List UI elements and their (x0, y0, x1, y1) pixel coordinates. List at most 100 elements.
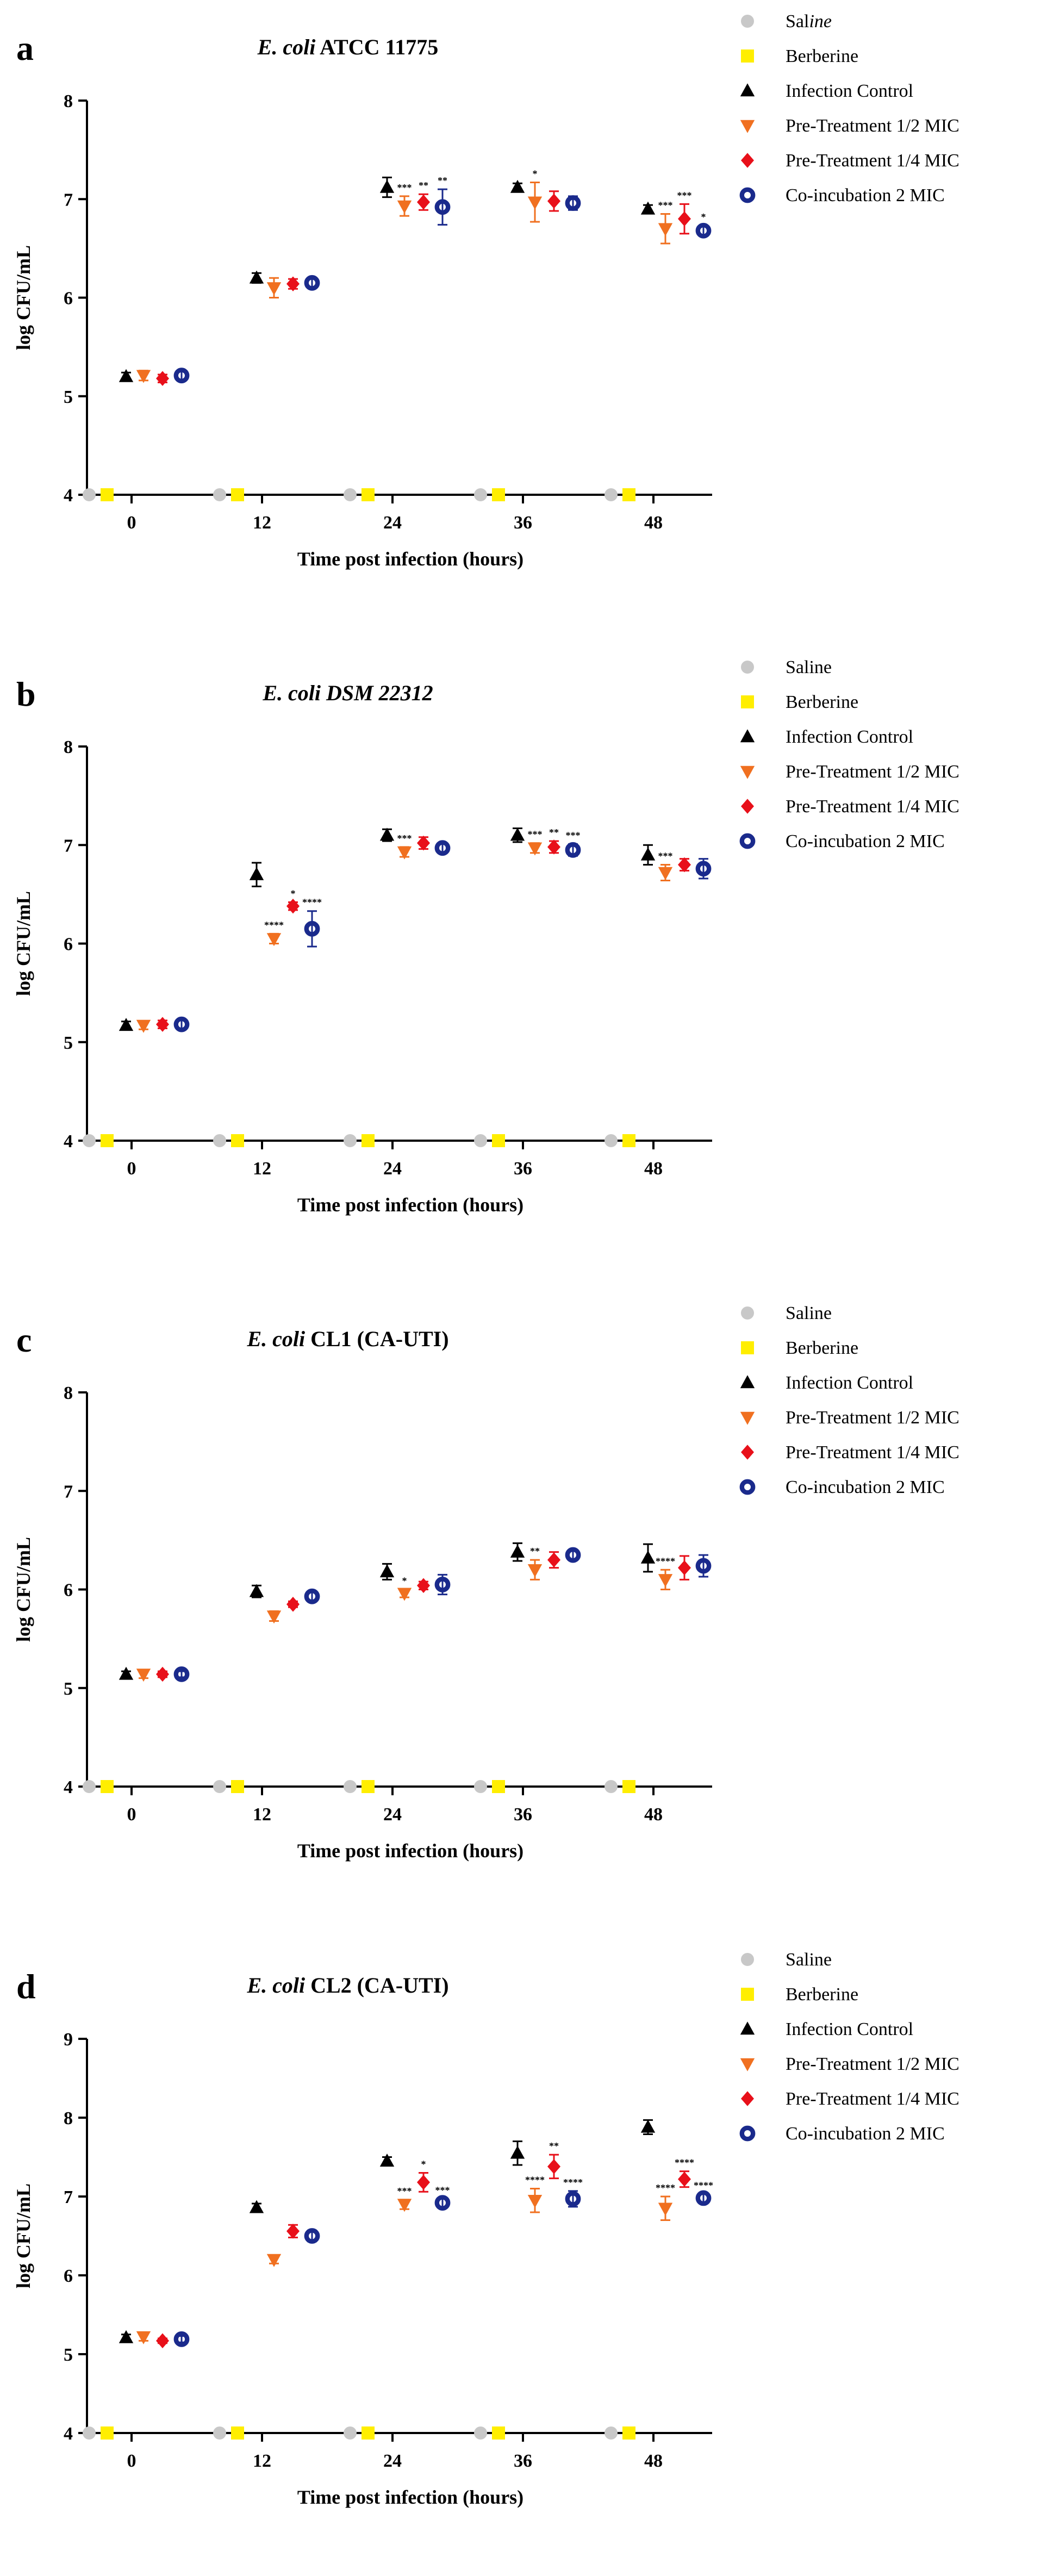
y-tick-label: 6 (64, 935, 73, 955)
x-tick-label: 36 (514, 1159, 532, 1179)
series-1 (101, 488, 635, 501)
data-point (658, 2202, 673, 2216)
data-point (397, 2199, 412, 2212)
legend-marker (739, 1479, 756, 1495)
data-point (527, 1564, 543, 1578)
data-point (547, 839, 560, 855)
significance-label: **** (302, 897, 322, 908)
series-2 (119, 827, 656, 1031)
data-point (136, 2331, 151, 2344)
data-point (658, 1574, 673, 1588)
data-point (136, 1019, 151, 1033)
data-point (173, 2331, 190, 2347)
data-point (695, 861, 712, 877)
data-point (492, 2426, 505, 2440)
data-point (136, 1669, 151, 1682)
legend-item: Pre-Treatment 1/2 MIC (740, 762, 959, 782)
series-0 (83, 1780, 618, 1793)
data-point (678, 857, 691, 873)
x-tick-label: 12 (253, 2451, 271, 2471)
significance-label: **** (264, 919, 284, 930)
significance-label: *** (397, 2186, 412, 2197)
legend-marker (741, 799, 754, 814)
data-point (622, 1134, 635, 1147)
data-point (101, 1780, 114, 1793)
significance-label: ** (549, 2141, 559, 2151)
data-point (417, 2175, 430, 2190)
legend-item: Infection Control (740, 81, 913, 101)
legend-label: Berberine (786, 1338, 858, 1358)
data-point (362, 488, 375, 501)
data-point (101, 2426, 114, 2440)
legend-label: Saline (786, 657, 832, 677)
data-point (492, 1780, 505, 1793)
data-point (266, 2254, 282, 2267)
x-tick-label: 24 (383, 2451, 402, 2471)
x-tick-label: 0 (127, 2451, 136, 2471)
legend-item: Co-incubation 2 MIC (739, 1477, 945, 1497)
legend-label: Pre-Treatment 1/4 MIC (786, 2089, 959, 2109)
data-point (266, 933, 282, 947)
significance-label: ** (530, 1546, 540, 1557)
data-point (379, 1564, 395, 1578)
data-point (213, 1134, 226, 1147)
x-axis-title: Time post infection (hours) (297, 1194, 524, 1216)
legend-item: Pre-Treatment 1/4 MIC (741, 1442, 959, 1463)
legend-label: Berberine (786, 692, 858, 712)
data-point (173, 368, 190, 384)
data-point (622, 488, 635, 501)
data-point (173, 1666, 190, 1682)
x-tick-label: 24 (383, 1805, 402, 1825)
data-point (527, 2195, 543, 2208)
significance-label: *** (397, 182, 412, 193)
legend-item: Pre-Treatment 1/2 MIC (740, 1408, 959, 1428)
x-tick-label: 12 (253, 1159, 271, 1179)
x-axis-title: Time post infection (hours) (297, 1840, 524, 1862)
significance-label: *** (566, 830, 581, 841)
x-tick-label: 0 (127, 513, 136, 533)
data-point (510, 2145, 525, 2159)
legend-marker (740, 1375, 755, 1389)
legend-marker (741, 153, 754, 168)
x-tick-label: 36 (514, 2451, 532, 2471)
data-point (249, 1584, 264, 1597)
data-point (678, 1560, 691, 1576)
data-point (434, 840, 451, 856)
data-point (286, 2224, 300, 2239)
series-3: ******* (136, 168, 673, 383)
data-point (604, 2426, 618, 2440)
legend-label: Infection Control (786, 2019, 913, 2039)
data-point (344, 1134, 357, 1147)
legend-marker (741, 1953, 754, 1966)
y-tick-label: 8 (64, 2108, 73, 2129)
data-point (547, 2159, 560, 2174)
data-point (156, 1666, 169, 1682)
data-point (492, 488, 505, 501)
panel-letter: c (16, 1321, 32, 1359)
chart-title: E. coli ATCC 11775 (257, 35, 439, 59)
panel-a: a E. coli ATCC 11775 4 5 6 7 8 0 12 24 36 48 Time po… (13, 11, 959, 570)
legend-label: Co-incubation 2 MIC (786, 1477, 945, 1497)
data-point (231, 488, 244, 501)
data-point (474, 2426, 487, 2440)
data-point (565, 842, 581, 858)
data-point (83, 488, 96, 501)
legend-item: Co-incubation 2 MIC (739, 185, 945, 206)
legend-marker (741, 661, 754, 674)
legend-label: Berberine (786, 46, 858, 66)
legend-label: Pre-Treatment 1/2 MIC (786, 2054, 959, 2074)
data-point (101, 488, 114, 501)
y-axis-title: log CFU/mL (13, 2183, 34, 2288)
legend-item: Berberine (741, 1338, 858, 1358)
data-point (640, 2119, 656, 2133)
panel-c: c E. coli CL1 (CA-UTI) 4 5 6 7 8 0 12 24 36 48 Time … (13, 1303, 959, 1862)
significance-label: *** (528, 829, 543, 840)
y-tick-label: 7 (64, 2187, 73, 2207)
significance-label: * (421, 2159, 426, 2170)
legend-label: Co-incubation 2 MIC (786, 2124, 945, 2144)
x-tick-label: 12 (253, 1805, 271, 1825)
chart-title: E. coli CL2 (CA-UTI) (246, 1973, 448, 1998)
significance-label: **** (525, 2175, 545, 2186)
